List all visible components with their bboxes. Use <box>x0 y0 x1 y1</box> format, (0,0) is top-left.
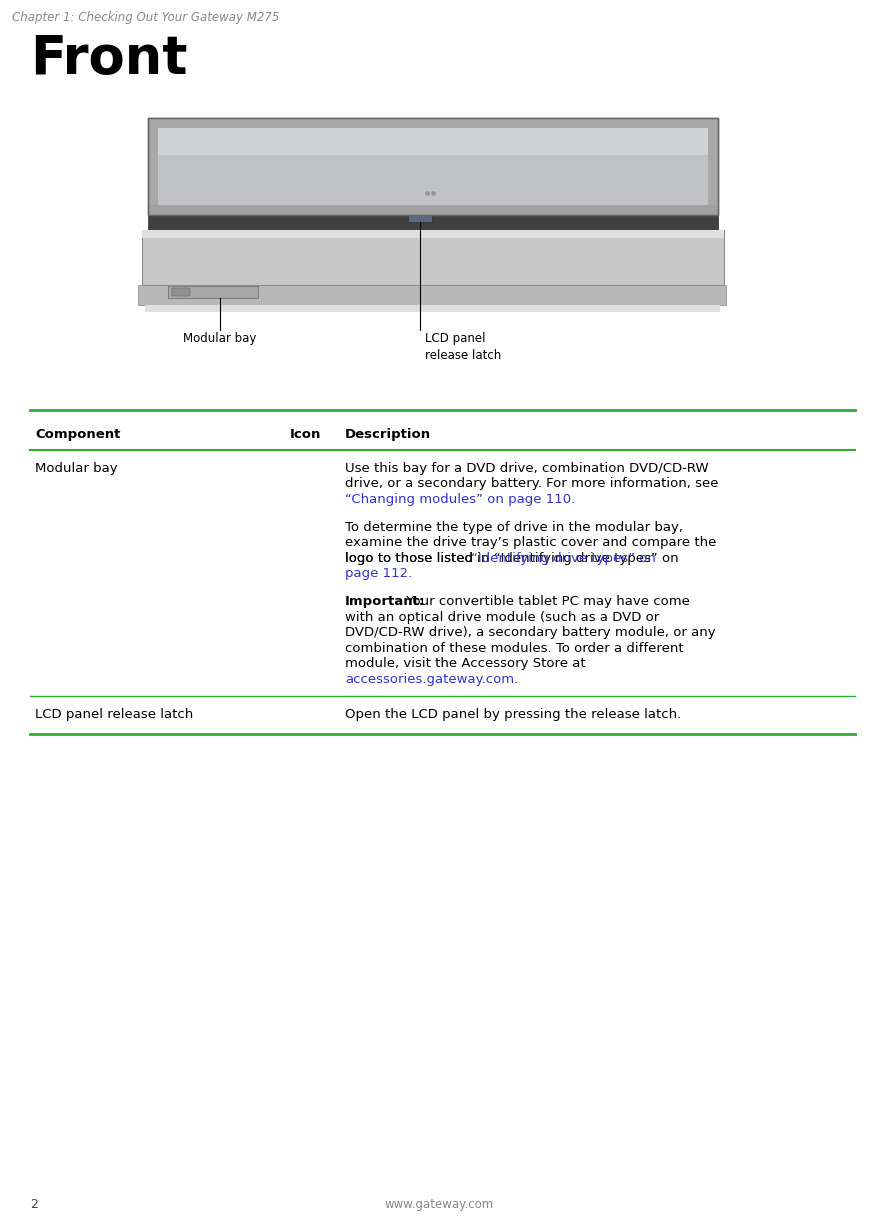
Text: Use this bay for a DVD drive, combination DVD/CD-RW: Use this bay for a DVD drive, combinatio… <box>345 462 708 475</box>
Text: Front: Front <box>30 33 188 85</box>
Text: To determine the type of drive in the modular bay,: To determine the type of drive in the mo… <box>345 521 682 534</box>
Text: module, visit the Accessory Store at: module, visit the Accessory Store at <box>345 657 585 671</box>
Text: Icon: Icon <box>289 428 320 441</box>
Text: Open the LCD panel by pressing the release latch.: Open the LCD panel by pressing the relea… <box>345 708 681 721</box>
Bar <box>168 286 258 298</box>
Text: with an optical drive module (such as a DVD or: with an optical drive module (such as a … <box>345 611 659 624</box>
Text: drive, or a secondary battery. For more information, see: drive, or a secondary battery. For more … <box>345 478 717 490</box>
Text: Your convertible tablet PC may have come: Your convertible tablet PC may have come <box>402 596 689 608</box>
Text: “Identifying drive types” on: “Identifying drive types” on <box>470 551 655 565</box>
Text: examine the drive tray’s plastic cover and compare the: examine the drive tray’s plastic cover a… <box>345 537 716 549</box>
Text: LCD panel
release latch: LCD panel release latch <box>424 332 501 362</box>
Polygon shape <box>150 119 715 155</box>
Text: “Changing modules” on page 110.: “Changing modules” on page 110. <box>345 492 574 506</box>
Text: Component: Component <box>35 428 120 441</box>
Text: combination of these modules. To order a different: combination of these modules. To order a… <box>345 641 683 655</box>
Text: accessories.gateway.com.: accessories.gateway.com. <box>345 673 517 686</box>
Text: Chapter 1: Checking Out Your Gateway M275: Chapter 1: Checking Out Your Gateway M27… <box>12 11 279 23</box>
Polygon shape <box>148 118 717 215</box>
Polygon shape <box>148 118 158 215</box>
Text: LCD panel release latch: LCD panel release latch <box>35 708 193 721</box>
Text: logo to those listed in “Identifying drive types” on: logo to those listed in “Identifying dri… <box>345 551 678 565</box>
Text: DVD/CD-RW drive), a secondary battery module, or any: DVD/CD-RW drive), a secondary battery mo… <box>345 627 715 639</box>
Text: page 112.: page 112. <box>345 567 412 580</box>
Bar <box>408 215 431 222</box>
Polygon shape <box>142 230 724 238</box>
Text: Description: Description <box>345 428 431 441</box>
Text: logo to those listed in: logo to those listed in <box>345 551 493 565</box>
Text: Modular bay: Modular bay <box>35 462 118 475</box>
Polygon shape <box>148 215 717 230</box>
Text: 2: 2 <box>30 1198 38 1211</box>
Polygon shape <box>707 118 717 215</box>
Polygon shape <box>148 118 717 128</box>
Text: Important:: Important: <box>345 596 424 608</box>
Polygon shape <box>142 230 724 286</box>
Polygon shape <box>145 305 719 311</box>
Text: www.gateway.com: www.gateway.com <box>384 1198 493 1211</box>
Polygon shape <box>148 206 717 215</box>
Text: Modular bay: Modular bay <box>183 332 256 345</box>
Bar <box>172 288 189 295</box>
Polygon shape <box>138 286 725 305</box>
